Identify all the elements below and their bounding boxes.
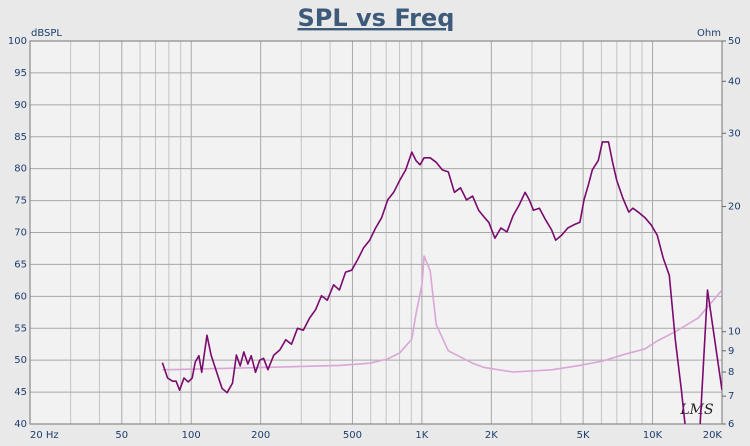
y2-tick-label: 6 xyxy=(728,419,734,430)
y-tick-label: 40 xyxy=(14,419,27,430)
y-tick-label: 75 xyxy=(14,196,27,207)
y-tick-label: 55 xyxy=(14,323,27,334)
y2-tick-label: 8 xyxy=(728,367,734,378)
x-tick-label: 2K xyxy=(485,430,498,441)
y2-tick-label: 20 xyxy=(728,202,741,213)
y-tick-label: 65 xyxy=(14,259,27,270)
x-tick-label: 50 xyxy=(115,430,128,441)
x-tick-label: 1K xyxy=(415,430,428,441)
y-tick-label: 100 xyxy=(8,36,27,47)
y-tick-label: 60 xyxy=(14,291,27,302)
y-tick-label: 95 xyxy=(14,68,27,79)
y-axis-label: dBSPL xyxy=(31,28,62,39)
series-line xyxy=(161,141,722,424)
x-tick-label: 100 xyxy=(182,430,201,441)
y-tick-label: 90 xyxy=(14,100,27,111)
y2-tick-label: 9 xyxy=(728,346,734,357)
y-tick-label: 80 xyxy=(14,164,27,175)
y2-axis-label: Ohm xyxy=(697,28,721,39)
y-tick-label: 50 xyxy=(14,355,27,366)
x-tick-label: 200 xyxy=(251,430,270,441)
y-tick-label: 70 xyxy=(14,228,27,239)
y-tick-label: 45 xyxy=(14,387,27,398)
x-tick-label: 5K xyxy=(577,430,590,441)
y2-tick-label: 10 xyxy=(728,327,741,338)
y-tick-label: 85 xyxy=(14,132,27,143)
x-tick-label: 20K xyxy=(703,430,723,441)
plot-border xyxy=(29,40,723,425)
y2-tick-label: 50 xyxy=(728,36,741,47)
x-tick-label: 500 xyxy=(343,430,362,441)
y2-tick-label: 40 xyxy=(728,76,741,87)
y2-tick-label: 7 xyxy=(728,391,734,402)
x-tick-label: 20 Hz xyxy=(30,430,59,441)
y2-tick-label: 30 xyxy=(728,128,741,139)
annotation: LMS xyxy=(679,402,713,418)
chart-title: SPL vs Freq xyxy=(298,4,455,32)
series-line xyxy=(162,255,722,373)
x-tick-label: 10K xyxy=(643,430,663,441)
